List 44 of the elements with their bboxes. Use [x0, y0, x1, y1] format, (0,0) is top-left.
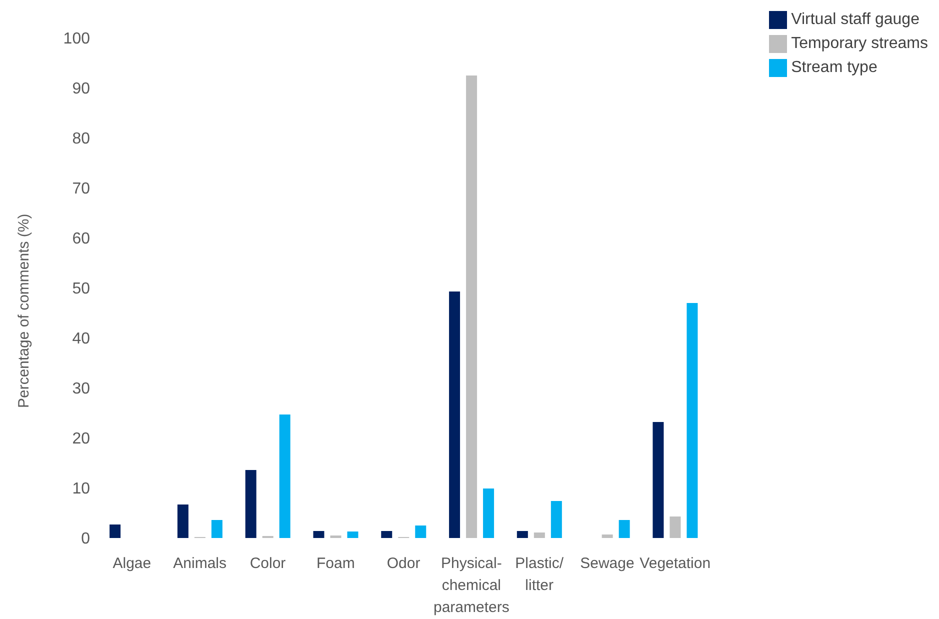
x-tick-label: Sewage	[580, 555, 634, 572]
x-tick-label: Vegetation	[640, 555, 711, 572]
bar	[279, 414, 290, 538]
legend-label: Stream type	[791, 59, 878, 76]
y-tick-label: 40	[72, 330, 90, 348]
bar	[534, 532, 545, 538]
x-tick-label: Algae	[112, 555, 152, 572]
bar	[618, 520, 630, 538]
x-tick-label: Animals	[173, 555, 227, 572]
bar	[347, 532, 358, 538]
bar	[110, 524, 121, 538]
bar	[550, 501, 562, 538]
legend-label: Temporary streams	[791, 35, 928, 52]
bar	[415, 526, 426, 538]
y-tick-label: 0	[81, 530, 90, 548]
bar	[602, 534, 613, 538]
y-tick-label: 100	[63, 30, 90, 48]
bar	[245, 470, 256, 538]
legend-label: Virtual staff gauge	[791, 11, 920, 28]
bar	[466, 76, 478, 538]
bar	[449, 292, 460, 538]
y-tick-label: 50	[72, 280, 90, 298]
bar	[381, 531, 392, 538]
x-tick-label: Plastic/litter	[515, 555, 564, 594]
bar	[670, 516, 681, 538]
bar	[313, 531, 324, 538]
y-axis-title: Percentage of comments (%)	[15, 214, 32, 408]
y-tick-label: 10	[72, 480, 90, 498]
x-tick-label: Physical-chemical parameters	[434, 555, 510, 616]
bar	[177, 504, 188, 538]
bar	[211, 520, 222, 538]
y-tick-label: 70	[72, 180, 90, 198]
bar	[516, 531, 528, 538]
bar	[652, 422, 664, 538]
x-tick-label: Odor	[386, 555, 420, 572]
y-tick-label: 80	[72, 130, 90, 148]
x-tick-label: Foam	[316, 555, 355, 572]
y-tick-label: 30	[72, 380, 90, 398]
y-tick-label: 20	[72, 430, 90, 448]
bar	[686, 303, 698, 538]
x-tick-label: Color	[250, 555, 286, 572]
bar	[483, 488, 494, 538]
y-tick-label: 90	[72, 80, 90, 98]
y-tick-label: 60	[72, 230, 90, 248]
